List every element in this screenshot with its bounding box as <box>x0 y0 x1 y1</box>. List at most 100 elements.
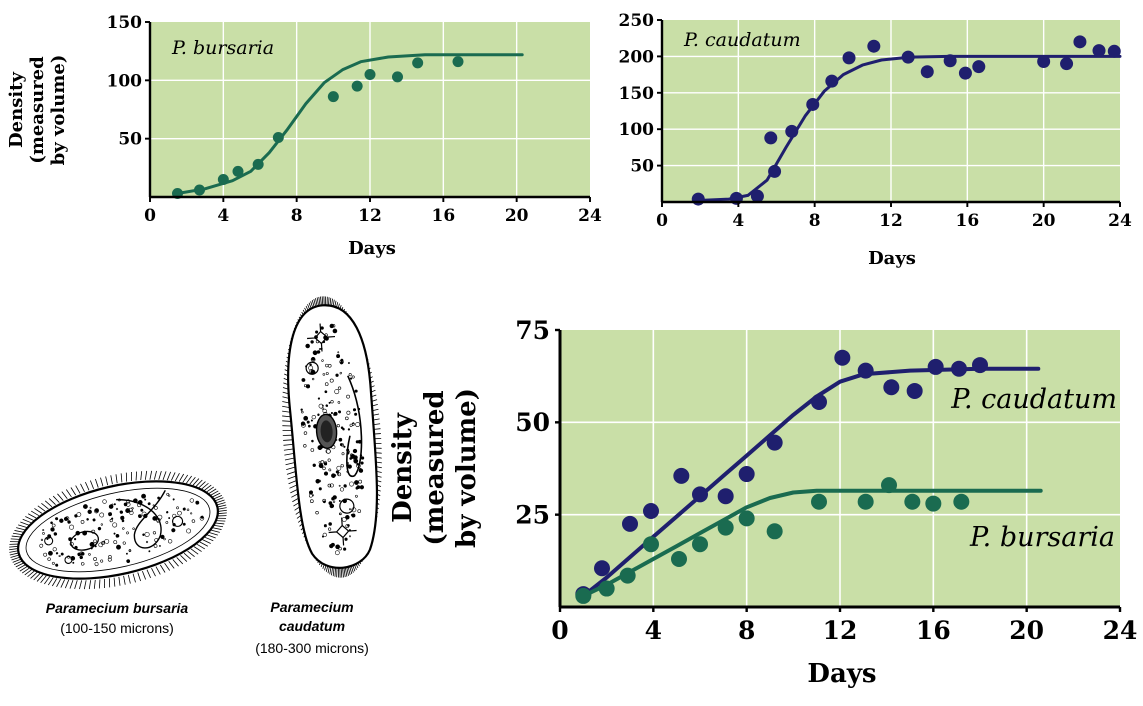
speckle <box>141 493 146 499</box>
speckle <box>337 473 340 476</box>
speckle <box>152 516 158 521</box>
cilium <box>142 570 147 580</box>
speckle <box>346 410 351 415</box>
cilium <box>286 466 295 470</box>
data-point-series-0-11 <box>920 65 934 79</box>
data-point-series-0-7 <box>738 466 755 483</box>
data-point-series-0-5 <box>692 486 708 503</box>
speckle <box>50 527 55 532</box>
speckle <box>310 357 316 362</box>
speckle <box>307 424 311 428</box>
cilium <box>30 510 40 517</box>
caudatum-size: (180-300 microns) <box>255 640 369 656</box>
cilium <box>206 486 215 493</box>
speckle <box>309 363 312 366</box>
cilium <box>132 573 136 583</box>
data-point-series-0-4 <box>768 164 782 178</box>
speckle <box>166 492 170 496</box>
cilium <box>10 554 20 558</box>
speckle <box>315 479 320 484</box>
cilium <box>60 579 66 588</box>
data-point-series-0-13 <box>958 66 972 80</box>
speckle <box>182 522 186 526</box>
x-axis-title: Days <box>868 248 916 269</box>
cilium <box>189 476 196 485</box>
speckle <box>349 377 353 380</box>
bursaria-name: Paramecium bursaria <box>46 600 189 616</box>
cilium <box>33 573 41 581</box>
cilium <box>172 559 179 567</box>
cilium <box>21 567 30 574</box>
cilium <box>210 529 220 533</box>
y-tick-label: 50 <box>118 130 142 150</box>
cilium <box>135 471 137 481</box>
speckle <box>125 552 128 555</box>
caudatum-oral-groove <box>346 375 363 478</box>
chart-p-caudatum: 0 4 8 12 16 20 24 50 100 150 200 250 P. caudatum Da… <box>619 11 1132 269</box>
cilium <box>211 492 221 498</box>
speckle <box>338 410 342 414</box>
cilium <box>186 475 192 484</box>
data-point-series-0-4 <box>673 467 690 484</box>
speckle <box>92 518 96 522</box>
cilium <box>195 479 203 487</box>
cilium <box>340 568 343 578</box>
cilium <box>190 548 199 555</box>
speckle <box>337 351 340 354</box>
y-tick-label: 50 <box>630 157 654 177</box>
cilium <box>120 473 123 483</box>
data-point-series-0-8 <box>364 69 376 80</box>
speckle <box>73 537 77 541</box>
cilium <box>99 579 101 589</box>
speckle <box>324 382 329 386</box>
data-point-series-1-9 <box>811 493 827 510</box>
cilium <box>51 578 58 587</box>
speckle <box>354 412 358 416</box>
speckle <box>357 509 362 513</box>
speckle <box>343 484 347 488</box>
cilium <box>75 485 81 494</box>
cilium <box>57 493 64 501</box>
cilium <box>204 536 214 542</box>
speckle <box>87 509 92 514</box>
fit-line-series-0 <box>581 366 1041 598</box>
cilium <box>217 517 227 519</box>
series-label-p-bursaria: P. bursaria <box>969 522 1115 553</box>
speckle <box>51 523 56 528</box>
speckle <box>345 515 350 520</box>
data-point-series-0-9 <box>811 394 827 411</box>
x-tick-label: 12 <box>879 211 903 231</box>
speckle <box>335 373 339 377</box>
cilium <box>9 550 19 553</box>
cilium <box>216 520 226 522</box>
speckle <box>343 547 347 551</box>
data-point-series-0-6 <box>806 97 820 111</box>
speckle <box>186 508 190 512</box>
cilium <box>210 490 219 496</box>
cilium <box>11 556 21 561</box>
speckle <box>42 532 45 535</box>
speckle <box>310 448 315 452</box>
speckle <box>351 375 355 379</box>
speckle <box>72 561 75 564</box>
speckle <box>154 506 158 510</box>
cilium <box>137 572 141 582</box>
x-tick-label: 12 <box>358 206 382 226</box>
cilium <box>180 555 188 562</box>
speckle <box>334 474 337 477</box>
data-point-series-0-3 <box>232 165 244 177</box>
cilium <box>140 471 143 481</box>
data-point-series-1-2 <box>619 567 636 584</box>
speckle <box>310 499 314 504</box>
cilium <box>282 425 292 427</box>
cilium <box>209 532 218 536</box>
y-tick-label: 100 <box>107 71 143 91</box>
speckle <box>339 512 342 516</box>
speckle <box>329 323 334 329</box>
speckle <box>113 532 116 535</box>
cilium <box>85 481 90 491</box>
speckle <box>104 538 110 544</box>
x-tick-label: 8 <box>809 211 821 231</box>
data-point-series-0-10 <box>901 50 915 64</box>
